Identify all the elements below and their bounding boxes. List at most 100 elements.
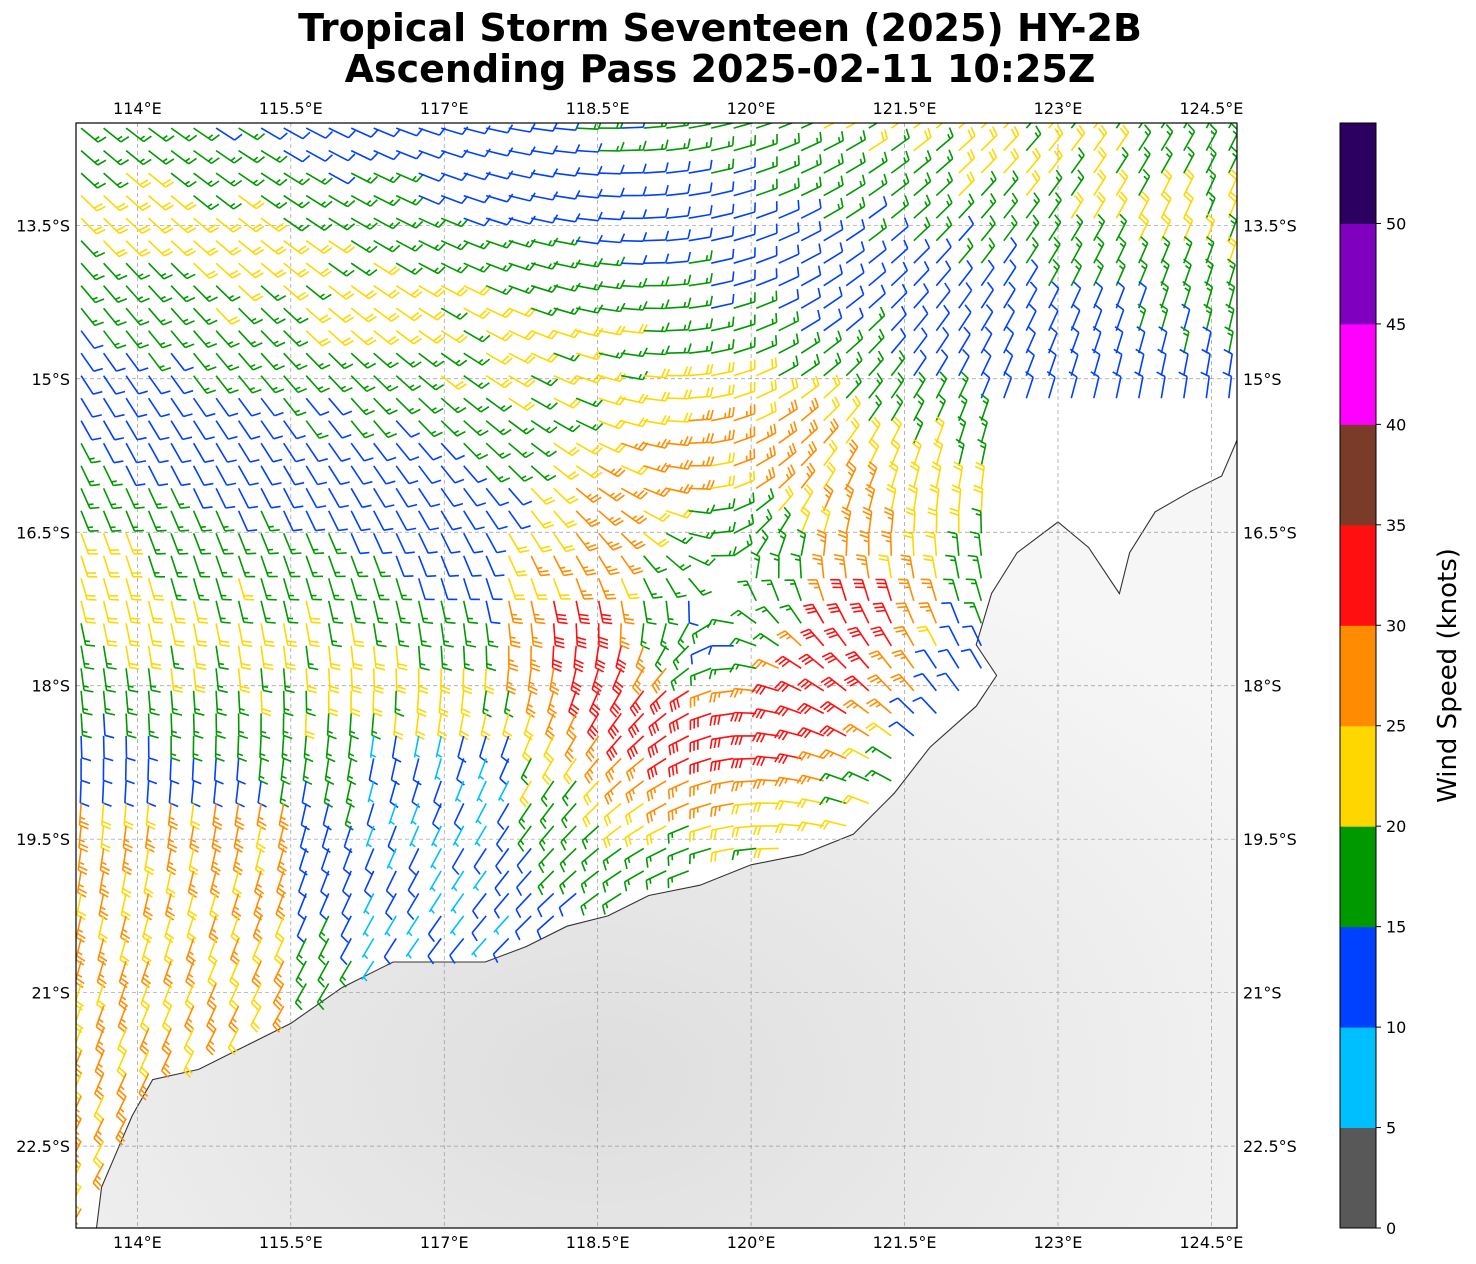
- wind-barb: [238, 172, 265, 187]
- wind-barb: [192, 533, 211, 555]
- wind-barb: [260, 578, 277, 601]
- wind-barb: [689, 802, 712, 820]
- wind-barb: [602, 825, 622, 849]
- wind-barb: [709, 690, 734, 703]
- wind-barb: [1070, 236, 1083, 264]
- wind-barb: [213, 758, 224, 785]
- wind-barb: [102, 420, 125, 441]
- wind-barb: [507, 600, 523, 625]
- wind-barb: [215, 172, 243, 187]
- wind-barb: [883, 506, 894, 534]
- wind-barb: [283, 352, 308, 371]
- lon-tick-top: 117°E: [420, 99, 469, 118]
- wind-barb: [1003, 123, 1010, 129]
- wind-barb: [769, 552, 780, 579]
- wind-barb: [913, 672, 937, 692]
- wind-barb: [868, 195, 888, 219]
- wind-barb: [411, 780, 421, 809]
- wind-barb: [553, 487, 579, 505]
- wind-barb: [935, 216, 953, 242]
- wind-barb: [823, 308, 843, 332]
- wind-barb: [215, 307, 241, 325]
- wind-barb: [238, 194, 265, 210]
- wind-barb: [1115, 213, 1128, 242]
- wind-barb: [733, 513, 755, 535]
- wind-barb: [1003, 237, 1018, 264]
- wind-barb: [450, 892, 465, 914]
- wind-barb: [530, 352, 559, 363]
- wind-barb: [102, 375, 126, 395]
- wind-barb: [962, 625, 983, 647]
- wind-barb: [227, 1028, 240, 1056]
- wind-barb: [260, 285, 287, 302]
- wind-barb: [305, 645, 319, 671]
- wind-barb: [621, 323, 648, 334]
- wind-barb: [553, 442, 580, 457]
- wind-barb: [185, 938, 196, 966]
- wind-barb: [192, 465, 214, 486]
- wind-barb: [228, 983, 240, 1011]
- colorbar-bin: [1340, 625, 1376, 727]
- wind-barb: [1048, 258, 1061, 287]
- wind-barb: [485, 193, 514, 203]
- wind-barb: [819, 725, 847, 737]
- chart-title-line2: Ascending Pass 2025-02-11 10:25Z: [344, 47, 1096, 91]
- wind-barb: [623, 870, 645, 892]
- wind-barb: [395, 397, 421, 415]
- wind-barb: [581, 847, 600, 872]
- wind-barb: [373, 217, 401, 230]
- wind-barb: [417, 668, 429, 695]
- wind-barb: [823, 220, 844, 242]
- wind-barb: [260, 262, 287, 278]
- wind-barb: [820, 676, 847, 692]
- wind-barb: [958, 326, 971, 354]
- wind-barb: [980, 192, 997, 219]
- wind-barb: [969, 531, 983, 556]
- wind-barb: [778, 289, 800, 309]
- wind-barb: [80, 713, 92, 739]
- lon-tick-bottom: 115.5°E: [259, 1233, 323, 1252]
- wind-barb: [418, 510, 440, 531]
- wind-barb: [260, 533, 279, 555]
- lat-tick-left: 22.5°S: [16, 1137, 70, 1156]
- wind-barb: [890, 327, 907, 354]
- wind-barb: [796, 726, 824, 739]
- wind-barb: [826, 603, 847, 624]
- wind-barb: [350, 127, 379, 138]
- wind-barb: [418, 442, 443, 461]
- wind-barb: [1115, 123, 1121, 129]
- wind-barb: [185, 960, 196, 989]
- wind-barb: [816, 529, 827, 556]
- wind-barb: [913, 123, 922, 129]
- wind-barb: [282, 578, 300, 601]
- wind-barb: [667, 802, 690, 822]
- wind-barb: [711, 181, 735, 197]
- wind-barb: [642, 577, 663, 599]
- wind-barb: [326, 713, 337, 740]
- wind-barb: [576, 257, 604, 268]
- wind-barb: [282, 510, 303, 532]
- wind-barb: [193, 240, 219, 256]
- wind-barb: [406, 915, 420, 937]
- wind-barb: [102, 578, 120, 601]
- wind-barb: [80, 397, 102, 418]
- wind-barb: [774, 776, 802, 787]
- wind-barb: [231, 870, 243, 899]
- wind-barb: [140, 960, 151, 989]
- lat-tick-right: 15°S: [1243, 370, 1282, 389]
- wind-barb: [463, 352, 491, 366]
- wind-barb: [1003, 303, 1016, 332]
- wind-barb: [621, 163, 647, 174]
- wind-barb: [643, 230, 670, 242]
- wind-barb: [530, 600, 546, 625]
- wind-barb: [841, 747, 870, 760]
- wind-barb: [283, 307, 309, 324]
- colorbar-bin: [1340, 524, 1376, 626]
- wind-barb: [666, 161, 691, 174]
- wind-barb: [214, 735, 225, 762]
- wind-barb: [463, 330, 491, 343]
- wind-barb: [868, 262, 887, 287]
- wind-barb: [688, 159, 713, 174]
- wind-barb: [237, 735, 247, 762]
- wind-barb: [709, 735, 734, 749]
